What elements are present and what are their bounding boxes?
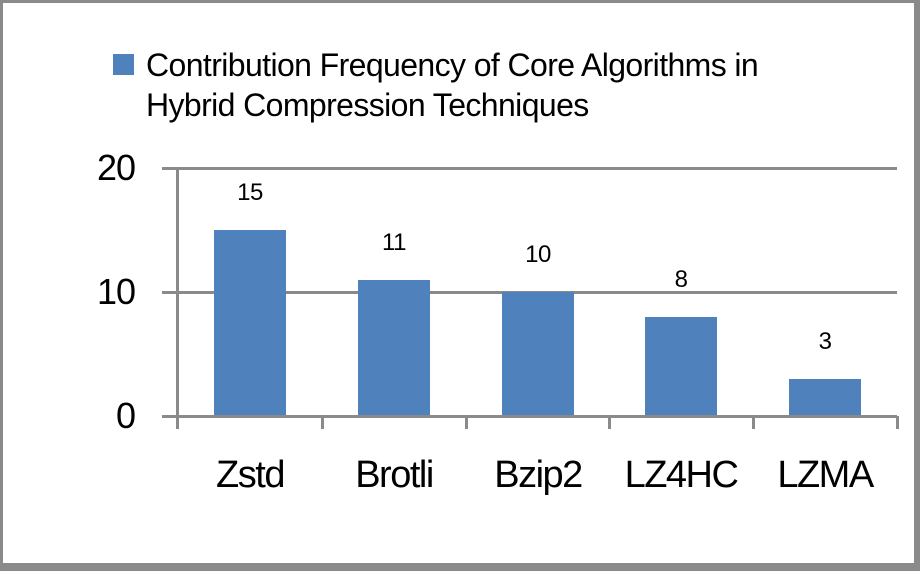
category-label-bzip2: Bzip2 — [494, 454, 583, 496]
bar-lzma — [789, 379, 861, 416]
bar-value-label: 10 — [525, 241, 551, 268]
x-tick-5 — [896, 416, 899, 429]
bar-brotli — [358, 280, 430, 416]
y-axis-line — [176, 167, 179, 429]
category-label-lz4hc: LZ4HC — [624, 454, 739, 496]
bar-value-label: 3 — [818, 328, 832, 355]
category-label-lzma: LZMA — [777, 454, 874, 496]
legend-marker-icon — [113, 54, 134, 75]
legend-label-line-1: Contribution Frequency of Core Algorithm… — [146, 47, 759, 83]
x-tick-3 — [608, 416, 611, 429]
y-tick-label-10: 10 — [96, 271, 136, 312]
x-tick-2 — [465, 416, 468, 429]
bar-bzip2 — [502, 292, 574, 416]
legend-label: Contribution Frequency of Core Algorithm… — [146, 45, 759, 125]
x-axis-line — [162, 415, 897, 418]
category-label-zstd: Zstd — [216, 454, 285, 496]
gridline-y-20 — [162, 167, 897, 170]
bar-value-label: 11 — [382, 229, 406, 256]
plot-area: 15 11 10 8 3 0 10 20 Zstd Brotli Bzip2 LZ4HC LZMA — [3, 3, 914, 563]
y-tick-label-20: 20 — [96, 147, 136, 188]
category-label-brotli: Brotli — [355, 454, 434, 496]
x-tick-4 — [752, 416, 755, 429]
x-tick-1 — [321, 416, 324, 429]
bar-lz4hc — [645, 317, 717, 416]
bar-value-label: 15 — [237, 179, 263, 206]
bar-zstd — [214, 230, 286, 416]
legend-label-line-2: Hybrid Compression Techniques — [146, 87, 589, 123]
chart-legend: Contribution Frequency of Core Algorithm… — [113, 45, 759, 125]
y-tick-label-0: 0 — [115, 395, 136, 436]
bar-value-label: 8 — [674, 266, 688, 293]
